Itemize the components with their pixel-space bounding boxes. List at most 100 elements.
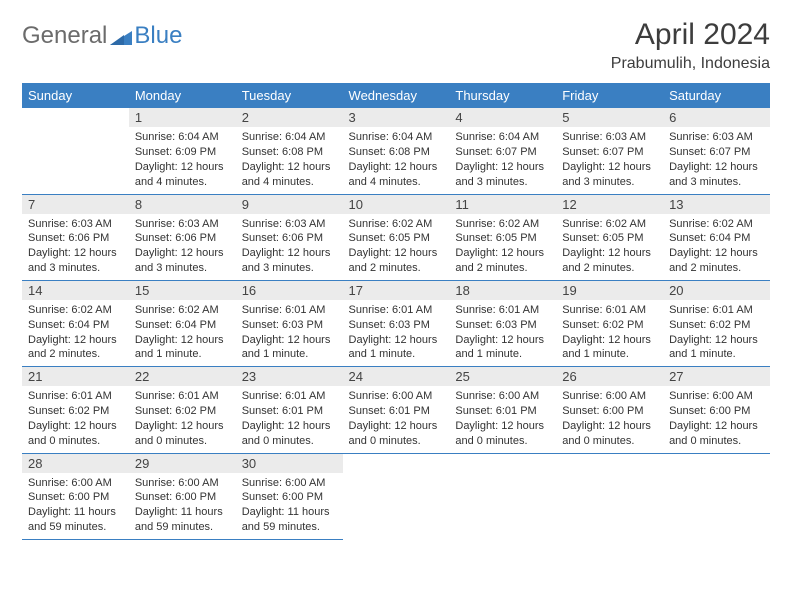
detail-line-dl1: Daylight: 12 hours (242, 333, 337, 348)
detail-line-sr: Sunrise: 6:01 AM (135, 389, 230, 404)
weekday-mon: Monday (129, 83, 236, 108)
detail-line-dl1: Daylight: 12 hours (669, 419, 764, 434)
day-number: 27 (663, 367, 770, 386)
detail-line-sr: Sunrise: 6:03 AM (135, 217, 230, 232)
day-details: Sunrise: 6:01 AMSunset: 6:02 PMDaylight:… (556, 300, 663, 366)
day-details: Sunrise: 6:04 AMSunset: 6:08 PMDaylight:… (343, 127, 450, 193)
detail-line-sr: Sunrise: 6:03 AM (669, 130, 764, 145)
calendar-row: 21Sunrise: 6:01 AMSunset: 6:02 PMDayligh… (22, 367, 770, 453)
day-details: Sunrise: 6:01 AMSunset: 6:02 PMDaylight:… (663, 300, 770, 366)
detail-line-dl2: and 59 minutes. (28, 520, 123, 535)
detail-line-sr: Sunrise: 6:03 AM (242, 217, 337, 232)
detail-line-ss: Sunset: 6:00 PM (135, 490, 230, 505)
detail-line-dl1: Daylight: 12 hours (562, 160, 657, 175)
page-title: April 2024 (611, 18, 770, 51)
detail-line-ss: Sunset: 6:00 PM (562, 404, 657, 419)
detail-line-sr: Sunrise: 6:02 AM (455, 217, 550, 232)
detail-line-sr: Sunrise: 6:00 AM (455, 389, 550, 404)
detail-line-sr: Sunrise: 6:04 AM (349, 130, 444, 145)
detail-line-dl2: and 0 minutes. (349, 434, 444, 449)
day-details: Sunrise: 6:03 AMSunset: 6:06 PMDaylight:… (129, 214, 236, 280)
detail-line-sr: Sunrise: 6:01 AM (562, 303, 657, 318)
detail-line-ss: Sunset: 6:05 PM (455, 231, 550, 246)
day-details: Sunrise: 6:00 AMSunset: 6:00 PMDaylight:… (129, 473, 236, 539)
calendar-cell: 2Sunrise: 6:04 AMSunset: 6:08 PMDaylight… (236, 108, 343, 194)
day-number: 30 (236, 454, 343, 473)
detail-line-ss: Sunset: 6:02 PM (28, 404, 123, 419)
calendar-row: 7Sunrise: 6:03 AMSunset: 6:06 PMDaylight… (22, 194, 770, 280)
weekday-sat: Saturday (663, 83, 770, 108)
detail-line-dl2: and 0 minutes. (562, 434, 657, 449)
detail-line-dl1: Daylight: 12 hours (455, 419, 550, 434)
calendar-cell: 7Sunrise: 6:03 AMSunset: 6:06 PMDaylight… (22, 194, 129, 280)
detail-line-ss: Sunset: 6:02 PM (562, 318, 657, 333)
detail-line-dl1: Daylight: 12 hours (242, 246, 337, 261)
day-number: 16 (236, 281, 343, 300)
detail-line-dl1: Daylight: 12 hours (669, 333, 764, 348)
calendar-cell: 28Sunrise: 6:00 AMSunset: 6:00 PMDayligh… (22, 453, 129, 539)
detail-line-dl2: and 3 minutes. (669, 175, 764, 190)
calendar-body: 1Sunrise: 6:04 AMSunset: 6:09 PMDaylight… (22, 108, 770, 540)
detail-line-ss: Sunset: 6:07 PM (669, 145, 764, 160)
day-number: 6 (663, 108, 770, 127)
day-details: Sunrise: 6:02 AMSunset: 6:04 PMDaylight:… (22, 300, 129, 366)
detail-line-sr: Sunrise: 6:02 AM (562, 217, 657, 232)
calendar-cell: 21Sunrise: 6:01 AMSunset: 6:02 PMDayligh… (22, 367, 129, 453)
day-number: 19 (556, 281, 663, 300)
day-number: 15 (129, 281, 236, 300)
day-number: 18 (449, 281, 556, 300)
calendar-cell (663, 453, 770, 539)
calendar-cell: 27Sunrise: 6:00 AMSunset: 6:00 PMDayligh… (663, 367, 770, 453)
detail-line-ss: Sunset: 6:00 PM (242, 490, 337, 505)
detail-line-ss: Sunset: 6:04 PM (28, 318, 123, 333)
detail-line-sr: Sunrise: 6:02 AM (135, 303, 230, 318)
day-number: 8 (129, 195, 236, 214)
day-details: Sunrise: 6:03 AMSunset: 6:06 PMDaylight:… (236, 214, 343, 280)
day-details: Sunrise: 6:02 AMSunset: 6:04 PMDaylight:… (663, 214, 770, 280)
calendar-cell: 13Sunrise: 6:02 AMSunset: 6:04 PMDayligh… (663, 194, 770, 280)
calendar-cell: 24Sunrise: 6:00 AMSunset: 6:01 PMDayligh… (343, 367, 450, 453)
detail-line-dl1: Daylight: 11 hours (242, 505, 337, 520)
calendar-cell: 23Sunrise: 6:01 AMSunset: 6:01 PMDayligh… (236, 367, 343, 453)
detail-line-dl2: and 1 minute. (349, 347, 444, 362)
calendar-row: 28Sunrise: 6:00 AMSunset: 6:00 PMDayligh… (22, 453, 770, 539)
calendar-cell: 3Sunrise: 6:04 AMSunset: 6:08 PMDaylight… (343, 108, 450, 194)
page-subtitle: Prabumulih, Indonesia (611, 55, 770, 73)
weekday-tue: Tuesday (236, 83, 343, 108)
detail-line-dl2: and 1 minute. (242, 347, 337, 362)
detail-line-dl1: Daylight: 12 hours (28, 246, 123, 261)
detail-line-sr: Sunrise: 6:00 AM (28, 476, 123, 491)
day-number: 17 (343, 281, 450, 300)
logo-part1: General (22, 22, 107, 50)
calendar-cell: 6Sunrise: 6:03 AMSunset: 6:07 PMDaylight… (663, 108, 770, 194)
day-details: Sunrise: 6:00 AMSunset: 6:01 PMDaylight:… (343, 386, 450, 452)
detail-line-ss: Sunset: 6:06 PM (135, 231, 230, 246)
detail-line-dl2: and 4 minutes. (242, 175, 337, 190)
logo-part2: Blue (134, 22, 182, 50)
detail-line-ss: Sunset: 6:09 PM (135, 145, 230, 160)
weekday-row: Sunday Monday Tuesday Wednesday Thursday… (22, 83, 770, 108)
calendar-cell: 18Sunrise: 6:01 AMSunset: 6:03 PMDayligh… (449, 280, 556, 366)
day-details: Sunrise: 6:02 AMSunset: 6:05 PMDaylight:… (449, 214, 556, 280)
header: General Blue April 2024 Prabumulih, Indo… (22, 18, 770, 73)
detail-line-sr: Sunrise: 6:01 AM (242, 389, 337, 404)
calendar-cell (343, 453, 450, 539)
day-number: 13 (663, 195, 770, 214)
detail-line-dl2: and 4 minutes. (349, 175, 444, 190)
detail-line-sr: Sunrise: 6:02 AM (669, 217, 764, 232)
detail-line-ss: Sunset: 6:05 PM (349, 231, 444, 246)
calendar-row: 14Sunrise: 6:02 AMSunset: 6:04 PMDayligh… (22, 280, 770, 366)
detail-line-sr: Sunrise: 6:02 AM (349, 217, 444, 232)
calendar-cell: 4Sunrise: 6:04 AMSunset: 6:07 PMDaylight… (449, 108, 556, 194)
detail-line-ss: Sunset: 6:05 PM (562, 231, 657, 246)
day-details: Sunrise: 6:03 AMSunset: 6:07 PMDaylight:… (663, 127, 770, 193)
day-number: 20 (663, 281, 770, 300)
calendar-cell: 8Sunrise: 6:03 AMSunset: 6:06 PMDaylight… (129, 194, 236, 280)
day-details: Sunrise: 6:04 AMSunset: 6:09 PMDaylight:… (129, 127, 236, 193)
detail-line-dl1: Daylight: 11 hours (135, 505, 230, 520)
detail-line-dl2: and 1 minute. (669, 347, 764, 362)
day-number: 24 (343, 367, 450, 386)
day-number: 2 (236, 108, 343, 127)
detail-line-sr: Sunrise: 6:00 AM (562, 389, 657, 404)
calendar-cell (449, 453, 556, 539)
